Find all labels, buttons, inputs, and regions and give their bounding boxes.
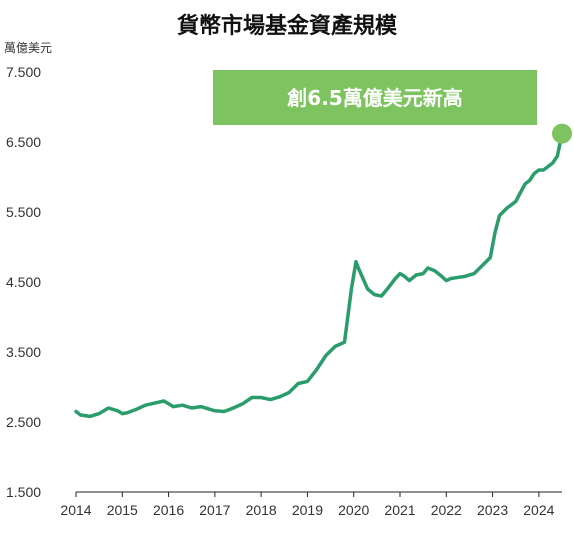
x-tick-label: 2019 [292, 502, 323, 518]
x-tick-label: 2020 [338, 502, 369, 518]
chart-title: 貨幣市場基金資產規模 [177, 13, 398, 39]
y-tick-label: 5.500 [6, 204, 41, 220]
y-axis-unit-label: 萬億美元 [4, 41, 52, 55]
x-tick-label: 2015 [107, 502, 138, 518]
x-tick-label: 2016 [153, 502, 184, 518]
latest-value-marker [552, 123, 572, 144]
y-tick-label: 1.500 [6, 484, 41, 500]
x-tick-label: 2021 [384, 502, 415, 518]
x-tick-label: 2018 [246, 502, 277, 518]
x-tick-label: 2014 [60, 502, 91, 518]
series-line-money-market-assets [74, 131, 564, 419]
x-tick-label: 2017 [199, 502, 230, 518]
y-tick-label: 7.500 [6, 64, 41, 80]
annotation-banner [213, 70, 537, 125]
x-tick-label: 2022 [431, 502, 462, 518]
y-tick-label: 3.500 [6, 344, 41, 360]
x-tick-label: 2024 [523, 502, 554, 518]
y-axis-ticks: 7.500 6.500 5.500 4.500 3.500 2.500 1.500 [6, 64, 41, 500]
y-tick-label: 4.500 [6, 274, 41, 290]
x-tick-label: 2023 [477, 502, 508, 518]
y-tick-label: 2.500 [6, 414, 41, 430]
x-axis-ticks: 2014 2015 2016 2017 2018 2019 2020 2021 2022 2023… [60, 492, 555, 518]
y-tick-label: 6.500 [6, 134, 41, 150]
annotation-text: 創6.5萬億美元新高 [286, 86, 462, 110]
